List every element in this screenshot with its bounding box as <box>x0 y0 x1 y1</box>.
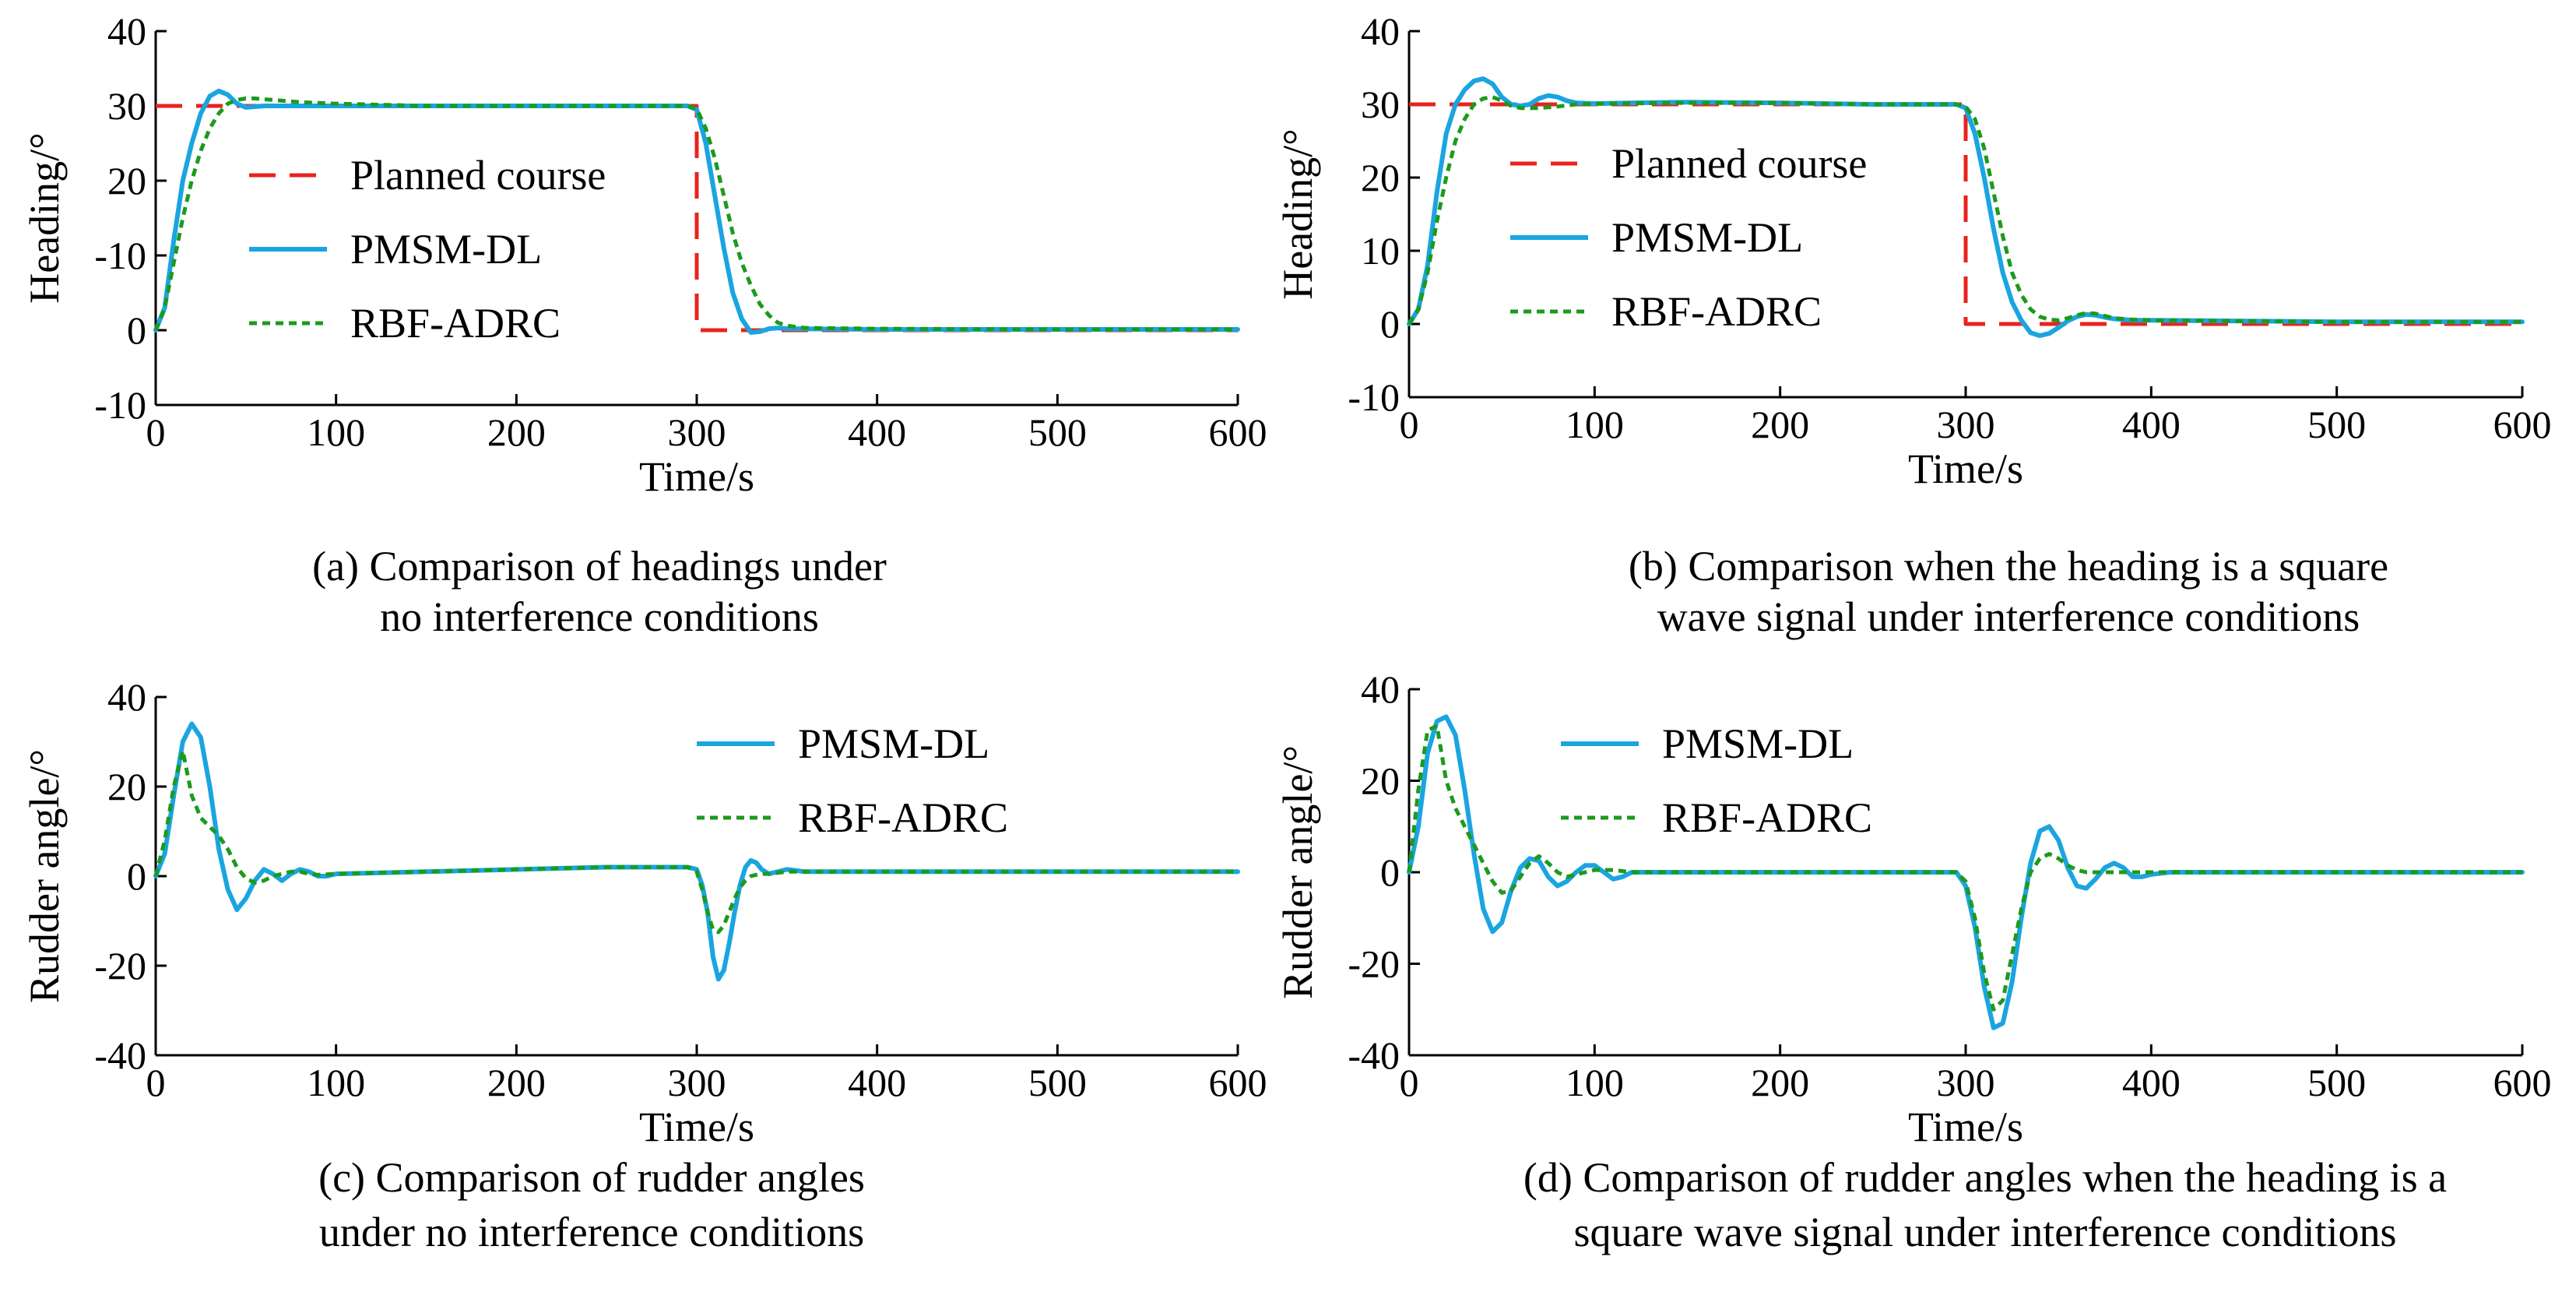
legend-label: PMSM-DL <box>798 720 989 767</box>
x-tick-label: 600 <box>2493 403 2552 446</box>
x-tick-label: 100 <box>1566 1061 1624 1104</box>
x-tick-label: 300 <box>1937 1061 1995 1104</box>
panel-caption: wave signal under interference condition… <box>1657 593 2360 640</box>
y-tick-label: 20 <box>107 765 146 808</box>
series-line-rbf-adrc <box>1407 95 2522 326</box>
x-tick-label: 600 <box>1209 1061 1267 1104</box>
x-tick-label: 200 <box>1751 1061 1809 1104</box>
x-tick-label: 400 <box>848 410 906 454</box>
x-tick-label: 500 <box>1028 1061 1087 1104</box>
chart-panel-d: 0 100 200 300 400 500 600 -40 -20 0 20 40 Time/s Rudd… <box>1274 667 2552 1255</box>
x-tick-label: 200 <box>487 410 546 454</box>
x-tick-label: 500 <box>2307 1061 2366 1104</box>
y-tick-label: 0 <box>127 308 146 352</box>
panel-caption: under no interference conditions <box>319 1209 864 1255</box>
x-tick-label: 500 <box>2307 403 2366 446</box>
y-tick-label: -40 <box>94 1033 146 1077</box>
legend-label: RBF-ADRC <box>350 300 561 347</box>
panel-caption: no interference conditions <box>380 593 819 640</box>
legend-label: Planned course <box>1611 140 1867 187</box>
chart-panel-b: 0 100 200 300 400 500 600-10010203040Time/sHea… <box>1274 9 2552 640</box>
y-tick-label: -20 <box>94 944 146 987</box>
x-tick-label: 0 <box>1400 403 1419 446</box>
series-line-rbf-adrc <box>1407 723 2522 1012</box>
y-tick-label: 30 <box>107 84 146 128</box>
x-tick-label: 400 <box>2122 403 2181 446</box>
series-line-pmsm-dl <box>153 721 1240 982</box>
x-tick-label: 200 <box>487 1061 546 1104</box>
y-tick-label: 20 <box>1361 156 1400 199</box>
x-tick-label: 600 <box>1209 410 1267 454</box>
x-tick-label: 300 <box>668 410 726 454</box>
panel-caption: (a) Comparison of headings under <box>312 543 887 590</box>
y-tick-label: 0 <box>1380 302 1400 346</box>
y-axis-title: Heading/° <box>21 132 68 304</box>
series-line-pmsm-dl <box>153 88 1240 335</box>
x-tick-label: 300 <box>1937 403 1995 446</box>
series-line-pmsm-dl <box>1407 714 2525 1030</box>
y-tick-label: 40 <box>1361 667 1400 711</box>
x-tick-label: 0 <box>146 410 166 454</box>
y-tick-label: -10 <box>94 234 146 277</box>
panel-caption: (c) Comparison of rudder angles <box>318 1154 865 1201</box>
x-tick-label: 100 <box>1566 403 1624 446</box>
legend-label: Planned course <box>350 152 606 199</box>
y-tick-label: 0 <box>1380 850 1400 894</box>
panel-caption: (d) Comparison of rudder angles when the… <box>1523 1154 2447 1201</box>
y-tick-label: 30 <box>1361 83 1400 126</box>
series-line-planned-course <box>1409 102 2522 326</box>
chart-panel-c: 0 100 200 300 400 500 600 -40 -20 0 20 40 Time/s Rudd… <box>21 675 1267 1255</box>
series-line-rbf-adrc <box>153 748 1238 935</box>
y-tick-label: 20 <box>107 159 146 202</box>
y-tick-label: 40 <box>1361 9 1400 53</box>
legend-label: RBF-ADRC <box>798 794 1008 841</box>
x-tick-label: 100 <box>307 1061 365 1104</box>
panel-caption: square wave signal under interference co… <box>1573 1209 2396 1255</box>
x-tick-label: 0 <box>1400 1061 1419 1104</box>
x-tick-label: 0 <box>146 1061 166 1104</box>
x-axis-title: Time/s <box>1908 445 2023 492</box>
y-tick-label: -20 <box>1348 942 1400 986</box>
x-tick-label: 300 <box>668 1061 726 1104</box>
legend-label: RBF-ADRC <box>1611 288 1822 335</box>
y-tick-label: 0 <box>127 854 146 898</box>
series-line-planned-course <box>156 104 1238 333</box>
x-tick-label: 600 <box>2493 1061 2552 1104</box>
y-axis-title: Rudder angle/° <box>1274 745 1321 999</box>
y-axis-title: Heading/° <box>1274 128 1321 300</box>
x-tick-label: 400 <box>848 1061 906 1104</box>
y-tick-label: -10 <box>94 383 146 427</box>
x-tick-label: 100 <box>307 410 365 454</box>
series-line-rbf-adrc <box>153 96 1238 332</box>
y-tick-label: 10 <box>1361 229 1400 273</box>
x-axis-title: Time/s <box>639 1104 754 1150</box>
x-axis-title: Time/s <box>639 453 754 500</box>
legend-label: PMSM-DL <box>1662 720 1854 767</box>
y-axis-title: Rudder angle/° <box>21 749 68 1003</box>
panel-caption: (b) Comparison when the heading is a squ… <box>1629 543 2388 590</box>
y-tick-label: -10 <box>1348 375 1400 419</box>
y-tick-label: 20 <box>1361 759 1400 803</box>
y-tick-label: 40 <box>107 675 146 719</box>
x-tick-label: 200 <box>1751 403 1809 446</box>
x-tick-label: 400 <box>2122 1061 2181 1104</box>
x-axis-title: Time/s <box>1908 1104 2023 1150</box>
y-tick-label: 40 <box>107 9 146 53</box>
x-tick-label: 500 <box>1028 410 1087 454</box>
chart-panel-a: 0 100 200 300 400 500 600-100-10203040Time/sHe… <box>21 9 1267 640</box>
legend-label: RBF-ADRC <box>1662 794 1872 841</box>
y-tick-label: -40 <box>1348 1033 1400 1077</box>
legend-label: PMSM-DL <box>350 226 542 273</box>
legend-label: PMSM-DL <box>1611 214 1803 261</box>
